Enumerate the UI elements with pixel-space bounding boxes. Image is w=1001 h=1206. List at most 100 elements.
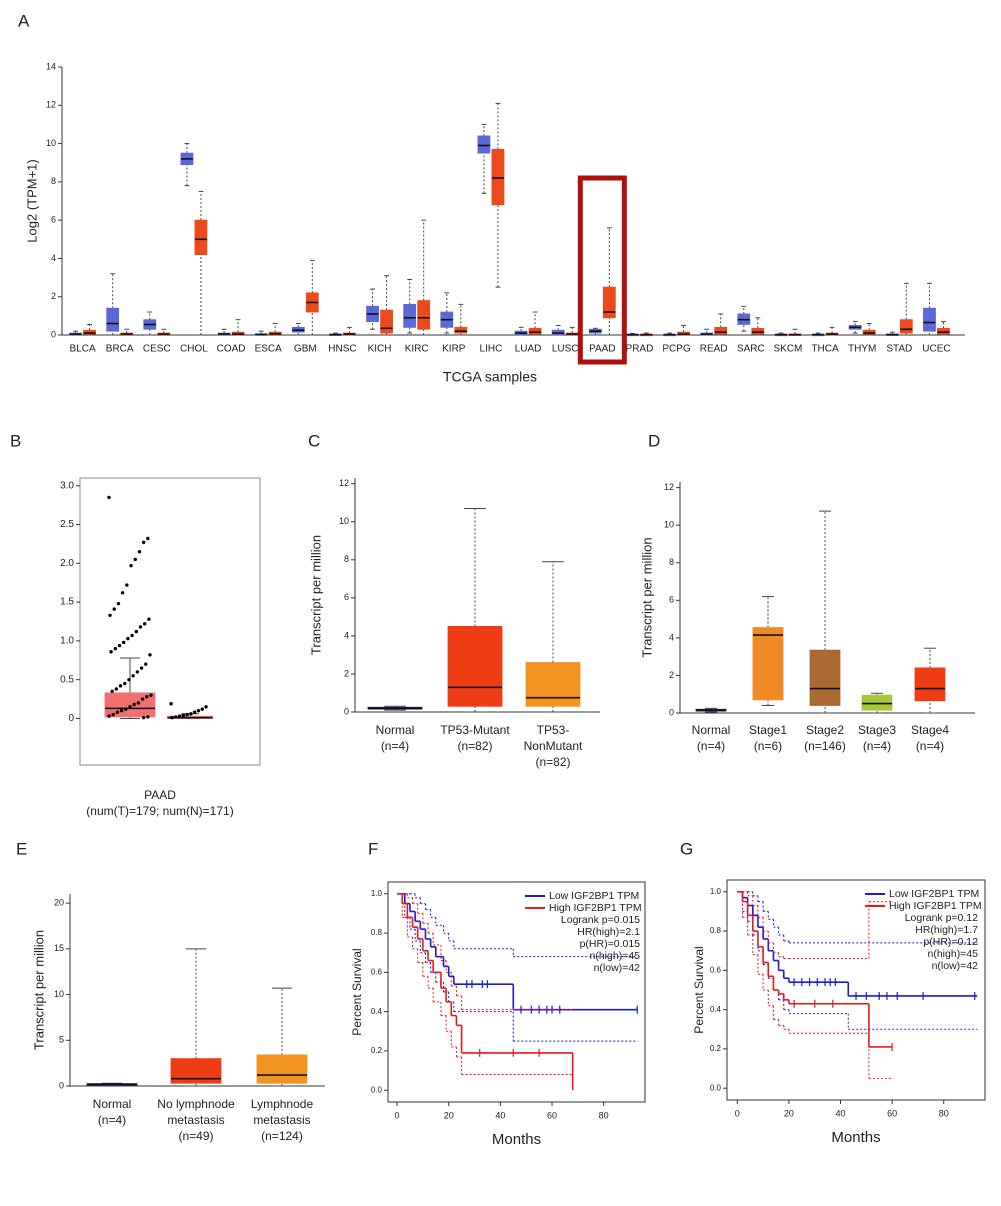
panel-letter: D xyxy=(648,431,660,450)
data-point xyxy=(174,715,178,719)
y-tick-label: 5 xyxy=(59,1035,64,1045)
annotation: p(HR)=0.12 xyxy=(923,936,978,948)
panel-letter: G xyxy=(680,839,693,858)
x-tick-label: metastasis xyxy=(167,1113,224,1127)
x-tick-label: NonMutant xyxy=(524,739,583,753)
x-axis-label: (num(T)=179; num(N)=171) xyxy=(86,804,233,818)
x-tick-label: (n=4) xyxy=(863,739,891,753)
y-tick-label: 10 xyxy=(46,138,56,148)
x-tick-label: BRCA xyxy=(106,344,134,355)
data-point xyxy=(118,684,123,688)
data-point xyxy=(141,540,146,545)
box xyxy=(447,625,503,707)
x-tick-label: Normal xyxy=(93,1097,132,1111)
y-tick-label: 0.2 xyxy=(371,1046,383,1055)
x-tick-label: Lymphnode xyxy=(251,1097,314,1111)
y-tick-label: 0.0 xyxy=(371,1085,383,1094)
x-tick-label: (n=4) xyxy=(697,739,725,753)
x-tick-label: 80 xyxy=(939,1108,949,1118)
data-point xyxy=(132,702,136,707)
x-tick-label: HNSC xyxy=(328,344,356,355)
y-tick-label: 2 xyxy=(51,291,56,301)
data-point xyxy=(193,710,197,714)
x-tick-label: Stage2 xyxy=(806,723,844,737)
data-point xyxy=(177,714,182,718)
box xyxy=(417,300,431,330)
y-tick-label: 0.6 xyxy=(371,967,383,976)
x-tick-label: (n=4) xyxy=(381,739,409,753)
x-tick-label: PCPG xyxy=(662,344,691,355)
y-tick-label: 10 xyxy=(54,989,64,999)
y-tick-label: 6 xyxy=(344,592,349,602)
x-axis-label: TCGA samples xyxy=(443,369,537,385)
data-point xyxy=(200,707,204,711)
data-point xyxy=(109,650,113,654)
data-point xyxy=(112,607,116,611)
data-point xyxy=(145,695,149,699)
y-tick-label: 4 xyxy=(669,632,674,642)
data-point xyxy=(137,549,142,554)
x-tick-label: 0 xyxy=(735,1108,740,1118)
data-point xyxy=(108,613,112,617)
box xyxy=(899,319,913,334)
data-point xyxy=(113,646,118,651)
y-tick-label: 0.0 xyxy=(710,1083,722,1092)
data-point xyxy=(136,701,141,705)
data-point xyxy=(115,710,120,714)
data-point xyxy=(146,536,150,541)
x-tick-label: Stage4 xyxy=(911,723,949,737)
y-tick-label: 2 xyxy=(344,668,349,678)
data-point xyxy=(126,636,130,641)
data-point xyxy=(120,591,125,595)
y-tick-label: 1.0 xyxy=(60,636,74,647)
x-tick-label: TP53-Mutant xyxy=(440,723,510,737)
box xyxy=(528,327,542,335)
y-tick-label: 6 xyxy=(669,595,674,605)
panel-letter: C xyxy=(308,431,320,450)
y-tick-label: 0.6 xyxy=(710,965,722,974)
x-tick-label: 80 xyxy=(599,1110,609,1120)
y-axis-label: Transcript per million xyxy=(31,930,46,1050)
box xyxy=(862,329,876,335)
x-tick-label: COAD xyxy=(217,344,246,355)
box xyxy=(937,327,950,335)
data-point xyxy=(133,557,137,562)
data-point xyxy=(148,653,152,657)
y-tick-label: 2 xyxy=(669,670,674,680)
y-tick-label: 2.0 xyxy=(60,558,74,569)
box xyxy=(194,219,208,255)
x-tick-label: ESCA xyxy=(255,344,283,355)
y-axis-label: Transcript per million xyxy=(308,535,323,655)
box xyxy=(602,286,616,319)
data-point xyxy=(127,677,131,682)
y-axis-label: Percent Survival xyxy=(350,948,364,1035)
x-tick-label: SKCM xyxy=(773,344,802,355)
y-tick-label: 0 xyxy=(344,706,349,716)
x-tick-label: (n=146) xyxy=(804,739,846,753)
annotation: Logrank p=0.12 xyxy=(905,912,978,924)
legend-label: Low IGF2BP1 TPM xyxy=(549,890,639,902)
data-point xyxy=(138,625,143,629)
data-point xyxy=(107,495,111,500)
y-tick-label: 0 xyxy=(59,1080,64,1090)
x-axis-label: Months xyxy=(492,1131,541,1148)
y-tick-label: 14 xyxy=(46,61,56,71)
x-tick-label: 20 xyxy=(444,1110,454,1120)
data-point xyxy=(149,693,153,697)
x-tick-label: (n=124) xyxy=(261,1129,303,1143)
x-tick-label: Normal xyxy=(376,723,415,737)
x-tick-label: Normal xyxy=(692,723,731,737)
data-point xyxy=(181,713,186,718)
data-point xyxy=(111,712,115,717)
data-point xyxy=(117,643,122,648)
box xyxy=(106,307,120,332)
x-tick-label: (n=4) xyxy=(98,1113,126,1127)
x-tick-label: (n=82) xyxy=(457,739,492,753)
data-point xyxy=(116,601,121,606)
data-point xyxy=(128,705,132,709)
y-tick-label: 1.0 xyxy=(710,887,722,896)
x-tick-label: GBM xyxy=(294,344,317,355)
box xyxy=(752,627,784,701)
plot-frame xyxy=(387,881,646,1103)
